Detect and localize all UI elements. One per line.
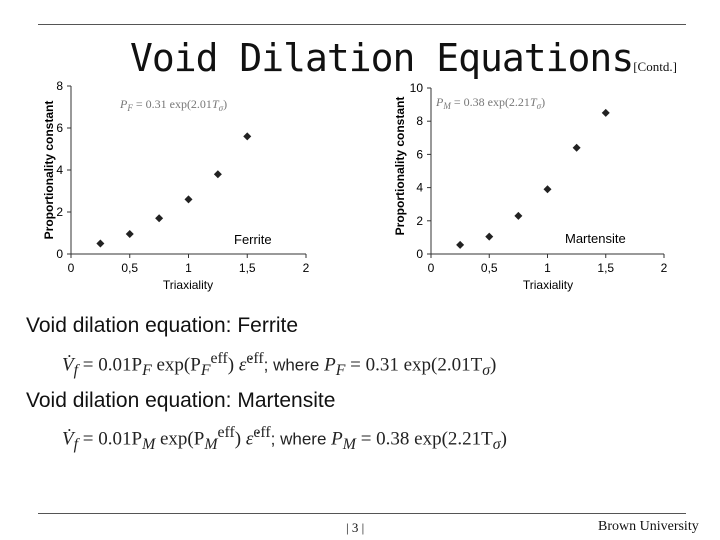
martensite-x-tick-label: 0: [428, 261, 435, 275]
martensite-data-point: [514, 211, 523, 220]
bottom-rule: [38, 513, 686, 514]
eq-exp: exp(P: [151, 354, 201, 376]
eq-lhs: V̇: [62, 354, 74, 376]
martensite-data-point: [543, 185, 552, 194]
eq-lhs-sub: f: [73, 362, 79, 380]
eq-def-t-sub: σ: [492, 436, 501, 454]
martensite-y-tick-label: 0: [416, 247, 423, 261]
eq-p-sub: F: [142, 362, 152, 380]
ferrite-x-tick-label: 1: [185, 261, 192, 275]
ferrite-data-point: [243, 132, 252, 141]
eq-close: ): [500, 428, 507, 450]
martensite-data-point: [601, 108, 610, 117]
slide-title: Void Dilation Equations[Contd.]: [130, 36, 677, 80]
footer-brand: Brown University: [598, 519, 699, 534]
ferrite-data-point: [96, 239, 105, 248]
eq-lhs: V̇: [62, 428, 74, 450]
eq-strain-rate: ε̇: [245, 428, 254, 450]
page-number: | 3 |: [346, 520, 365, 535]
ferrite-data-point: [213, 170, 222, 179]
eq-lhs-sub: f: [73, 436, 79, 454]
eq-def-rhs: = 0.31 exp(2.01T: [345, 354, 483, 376]
eq-eff-sup: eff: [217, 424, 235, 441]
martensite-x-tick-label: 1,5: [597, 261, 614, 275]
martensite-y-axis-title: Proportionality constant: [393, 97, 407, 236]
martensite-y-tick-label: 10: [410, 81, 424, 95]
eq-close: ): [490, 354, 497, 376]
top-rule: [38, 24, 686, 25]
martensite-x-axis-title: Triaxiality: [523, 278, 573, 292]
slide-title-text: Void Dilation Equations: [130, 36, 634, 80]
ferrite-series-label: Ferrite: [234, 232, 272, 247]
ferrite-formula-annotation: PF = 0.31 exp(2.01Tσ): [119, 97, 227, 113]
martensite-x-tick-label: 1: [544, 261, 551, 275]
martensite-heading: Void dilation equation: Martensite: [26, 389, 336, 412]
ferrite-y-tick-label: 2: [56, 205, 63, 219]
ferrite-x-axis-title: Triaxiality: [163, 278, 213, 292]
eq-where: ; where: [270, 429, 332, 449]
eq-eff-sup: eff: [210, 350, 228, 367]
eq-eff-sup-2: eff: [253, 424, 271, 441]
ferrite-equation: V̇f = 0.01PF exp(PFeff) ε̇eff; where PF …: [62, 350, 497, 380]
eq-def-p-sub: F: [335, 362, 346, 380]
ferrite-x-tick-label: 0: [68, 261, 75, 275]
martensite-y-tick-label: 8: [416, 114, 423, 128]
slide-title-suffix: [Contd.]: [633, 59, 677, 74]
martensite-x-tick-label: 2: [661, 261, 668, 275]
ferrite-data-point: [155, 214, 164, 223]
martensite-equation: V̇f = 0.01PM exp(PMeff) ε̇eff; where PM …: [62, 424, 507, 454]
eq-exp-sub: F: [200, 362, 211, 380]
eq-rhs: = 0.01P: [78, 428, 143, 450]
eq-p-sub: M: [142, 436, 156, 454]
eq-eff-sup-2: eff: [246, 350, 264, 367]
martensite-y-tick-label: 2: [416, 214, 423, 228]
ferrite-x-tick-label: 1,5: [239, 261, 256, 275]
eq-def-p: P: [331, 428, 343, 450]
martensite-data-point: [485, 232, 494, 241]
eq-def-rhs: = 0.38 exp(2.21T: [355, 428, 493, 450]
martensite-y-tick-label: 6: [416, 147, 423, 161]
ferrite-data-point: [184, 195, 193, 204]
ferrite-x-tick-label: 2: [303, 261, 310, 275]
martensite-data-point: [572, 143, 581, 152]
martensite-data-point: [456, 240, 465, 249]
ferrite-heading: Void dilation equation: Ferrite: [26, 314, 299, 337]
martensite-series-label: Martensite: [565, 231, 626, 246]
eq-strain-rate: ε̇: [238, 354, 247, 376]
eq-def-t-sub: σ: [482, 362, 491, 380]
ferrite-y-tick-label: 6: [56, 121, 63, 135]
eq-exp-sub: M: [204, 436, 218, 454]
eq-where: ; where: [263, 355, 325, 375]
martensite-formula-annotation: PM = 0.38 exp(2.21Tσ): [435, 95, 545, 111]
ferrite-data-point: [125, 230, 134, 239]
eq-def-p: P: [324, 354, 336, 376]
ferrite-y-tick-label: 0: [56, 247, 63, 261]
ferrite-y-tick-label: 8: [56, 79, 63, 93]
eq-exp: exp(P: [155, 428, 205, 450]
martensite-x-tick-label: 0,5: [481, 261, 498, 275]
ferrite-y-axis-title: Proportionality constant: [42, 101, 56, 240]
eq-rhs: = 0.01P: [78, 354, 143, 376]
eq-def-p-sub: M: [342, 436, 356, 454]
ferrite-x-tick-label: 0,5: [121, 261, 138, 275]
ferrite-y-tick-label: 4: [56, 163, 63, 177]
martensite-y-tick-label: 4: [416, 181, 423, 195]
